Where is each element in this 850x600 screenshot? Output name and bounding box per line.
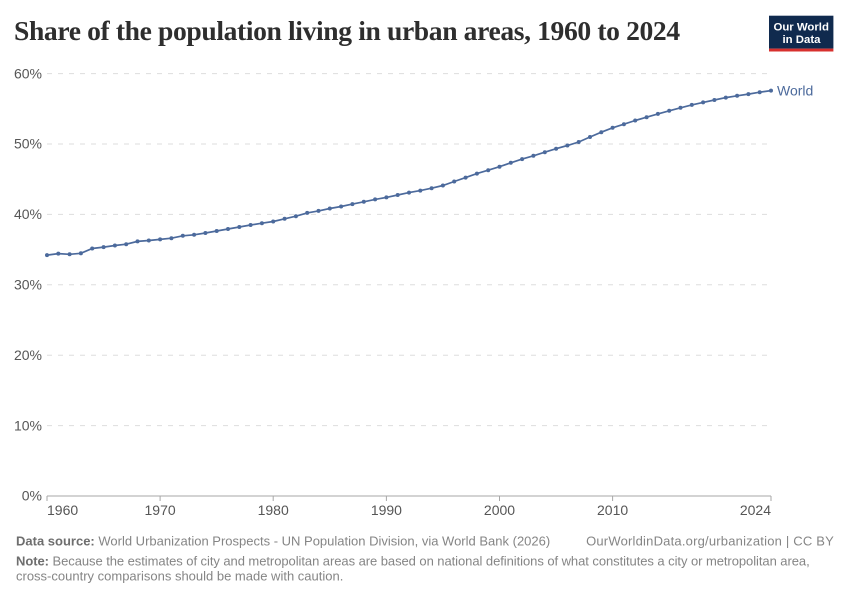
svg-text:1980: 1980 <box>258 502 289 518</box>
svg-text:Our World: Our World <box>773 21 829 33</box>
svg-text:cross-country comparisons shou: cross-country comparisons should be made… <box>16 569 343 584</box>
svg-text:OurWorldinData.org/urbanizatio: OurWorldinData.org/urbanization | CC BY <box>586 534 834 549</box>
svg-text:50%: 50% <box>14 136 42 152</box>
svg-text:30%: 30% <box>14 277 42 293</box>
svg-text:60%: 60% <box>14 65 42 81</box>
svg-text:2024: 2024 <box>740 502 771 518</box>
svg-text:Note: Because the estimates of: Note: Because the estimates of city and … <box>16 554 810 569</box>
svg-text:in Data: in Data <box>783 34 822 46</box>
svg-text:1990: 1990 <box>371 502 402 518</box>
svg-text:Share of the population living: Share of the population living in urban … <box>14 15 680 46</box>
svg-text:2000: 2000 <box>484 502 515 518</box>
svg-text:20%: 20% <box>14 347 42 363</box>
svg-text:1970: 1970 <box>145 502 176 518</box>
svg-text:World: World <box>777 83 813 99</box>
svg-text:1960: 1960 <box>47 502 78 518</box>
svg-text:0%: 0% <box>22 488 42 504</box>
svg-text:10%: 10% <box>14 417 42 433</box>
svg-text:2010: 2010 <box>597 502 628 518</box>
svg-text:40%: 40% <box>14 206 42 222</box>
svg-text:Data source: World Urbanizatio: Data source: World Urbanization Prospect… <box>16 534 550 549</box>
